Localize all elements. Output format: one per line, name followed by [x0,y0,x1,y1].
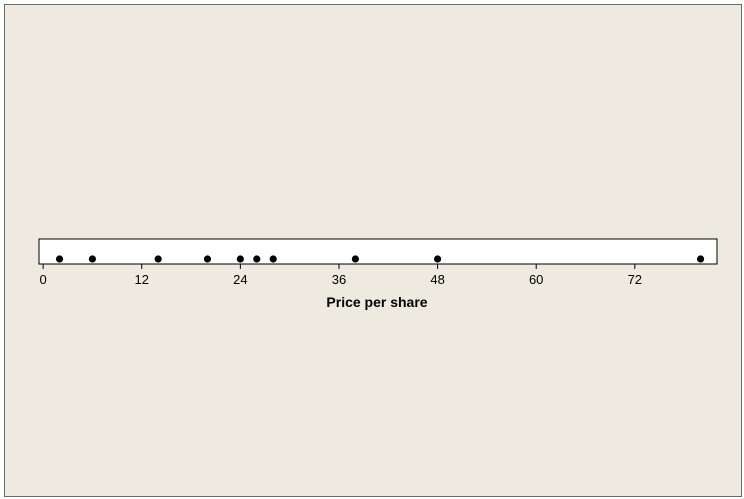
data-points [55,255,705,263]
data-point [88,255,97,263]
data-point [433,255,442,263]
data-point [203,255,212,263]
x-tick-label: 60 [529,272,543,287]
data-point [236,255,244,263]
data-point [55,255,64,263]
x-tick-label: 24 [233,272,247,287]
x-tick-label: 72 [628,272,642,287]
x-axis-title: Price per share [326,294,427,310]
data-point [351,255,359,263]
x-tick-label: 48 [430,272,444,287]
x-axis-ticks [42,264,636,269]
plot-area [38,238,718,265]
x-tick-label: 0 [39,272,46,287]
data-point [253,255,261,263]
x-tick-label: 36 [332,272,346,287]
data-point [696,255,705,263]
x-axis-tick-labels: 0 12 24 36 48 60 72 [39,272,642,287]
data-point [154,255,162,263]
data-point [269,255,277,263]
x-tick-label: 12 [134,272,148,287]
